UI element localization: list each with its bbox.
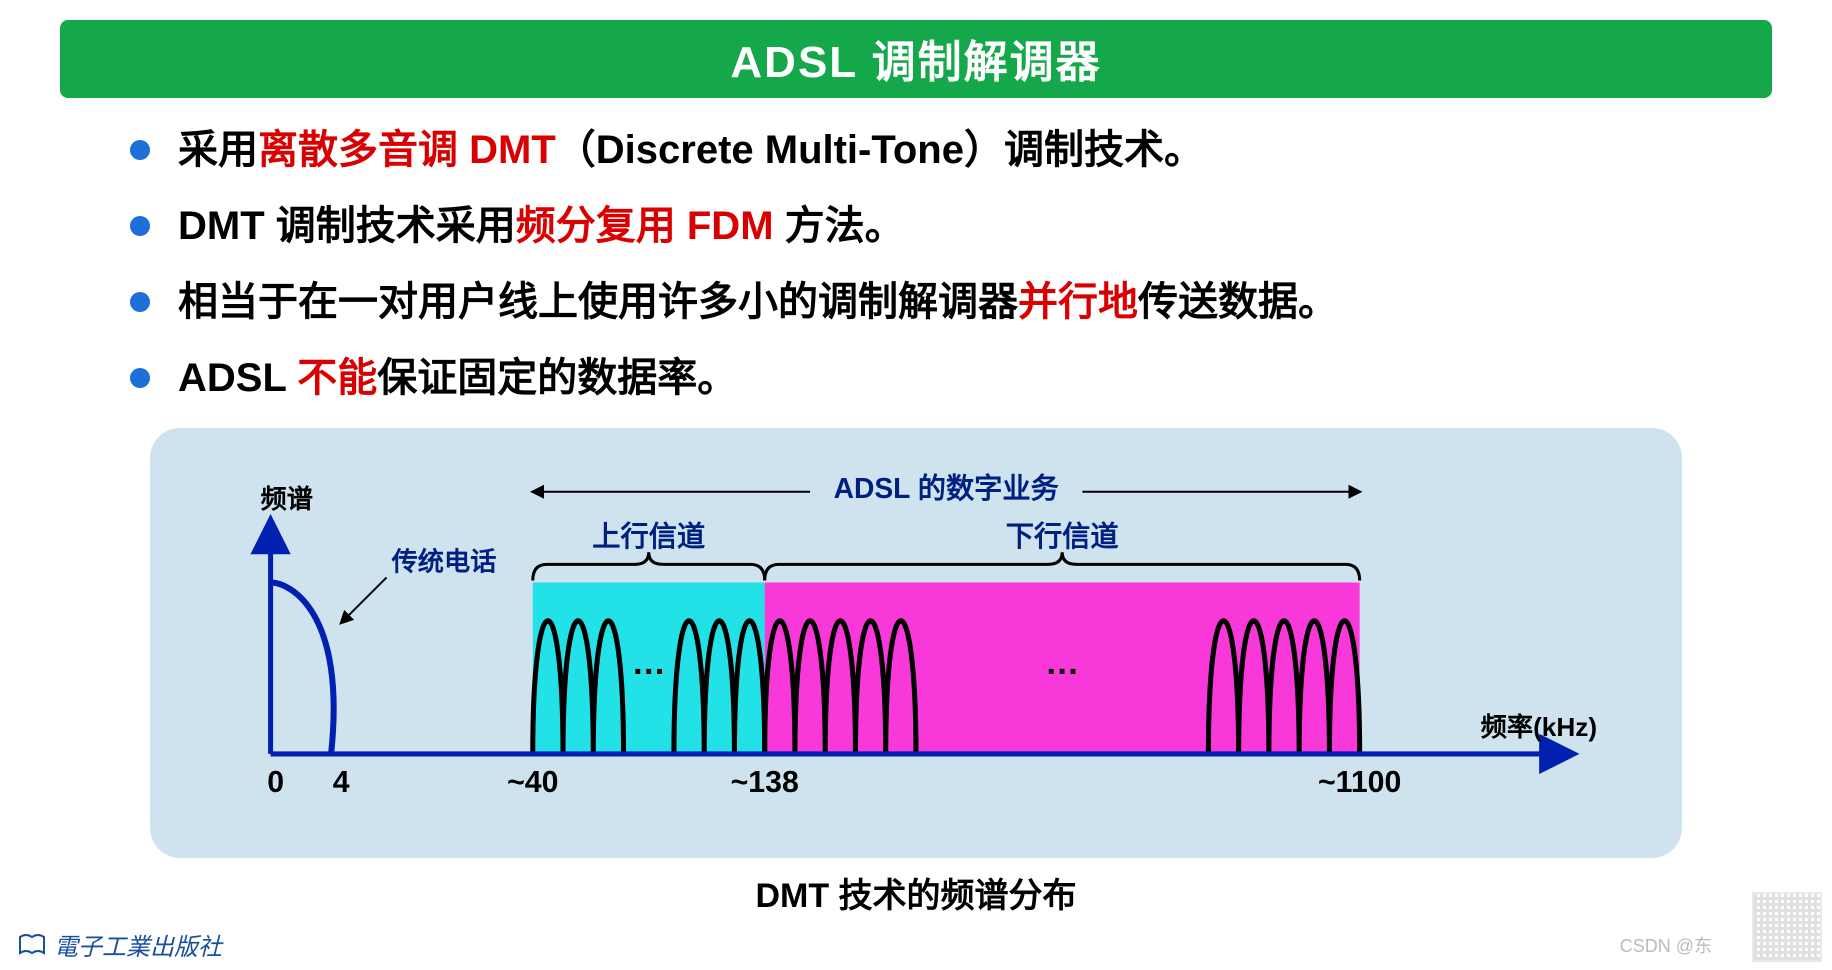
plain-text: 采用 [178,128,258,172]
bullet-list: 采用离散多音调 DMT（Discrete Multi-Tone）调制技术。 DMT… [130,118,1732,410]
bullet-text: DMT 调制技术采用频分复用 FDM 方法。 [178,194,1732,258]
watermark-text: CSDN @东 [1620,932,1712,958]
plain-text: 传送数据。 [1138,280,1338,324]
bullet-dot-icon [130,216,150,236]
downstream-brace [765,552,1360,580]
bullet-dot-icon [130,292,150,312]
plain-text: 方法。 [785,204,905,248]
tick-40: ~40 [507,766,558,799]
diagram-caption: DMT 技术的频谱分布 [0,868,1832,917]
highlight-text: 离散多音调 DMT [258,128,556,172]
upstream-ellipsis: … [632,644,666,682]
phone-label: 传统电话 [391,546,497,576]
tick-1100: ~1100 [1318,766,1401,799]
upstream-brace [533,552,765,580]
bullet-dot-icon [130,140,150,160]
x-axis-label: 频率(kHz) [1481,712,1597,742]
highlight-text: 不能 [297,356,377,400]
upstream-label: 上行信道 [592,520,705,552]
adsl-span-label: ADSL 的数字业务 [834,472,1060,504]
book-icon [18,933,46,957]
tick-138: ~138 [731,766,799,799]
spectrum-svg: … … 传统电话 频谱频率(kHz) 0 4 ~40 ~138 ~1100 ADSL 的数字业务上… [200,448,1642,838]
tick-4: 4 [333,766,350,799]
phone-curve [271,582,334,753]
bullet-item: 相当于在一对用户线上使用许多小的调制解调器并行地传送数据。 [130,270,1732,334]
plain-text: （Discrete Multi-Tone）调制技术。 [556,128,1204,172]
plain-text: 保证固定的数据率。 [377,356,737,400]
title-bar: ADSL 调制解调器 [60,20,1772,98]
publisher-text: 電子工業出版社 [54,927,222,962]
plain-text: DMT 调制技术采用 [178,204,516,248]
downstream-label: 下行信道 [1006,520,1119,552]
downstream-ellipsis: … [1045,644,1079,682]
spectrum-diagram: … … 传统电话 频谱频率(kHz) 0 4 ~40 ~138 ~1100 ADSL 的数字业务上… [150,428,1682,858]
bullet-text: ADSL 不能保证固定的数据率。 [178,346,1732,410]
plain-text: 相当于在一对用户线上使用许多小的调制解调器 [178,280,1018,324]
bullet-text: 采用离散多音调 DMT（Discrete Multi-Tone）调制技术。 [178,118,1732,182]
plain-text: ADSL [178,356,297,400]
bullet-text: 相当于在一对用户线上使用许多小的调制解调器并行地传送数据。 [178,270,1732,334]
tick-0: 0 [267,766,284,799]
qr-code-icon [1752,892,1822,962]
publisher-mark: 電子工業出版社 [18,927,222,962]
y-axis-label: 频谱 [261,484,313,514]
bullet-item: 采用离散多音调 DMT（Discrete Multi-Tone）调制技术。 [130,118,1732,182]
highlight-text: 并行地 [1018,280,1138,324]
bullet-item: DMT 调制技术采用频分复用 FDM 方法。 [130,194,1732,258]
bullet-item: ADSL 不能保证固定的数据率。 [130,346,1732,410]
highlight-text: 频分复用 FDM [516,204,785,248]
bullet-dot-icon [130,368,150,388]
title-text: ADSL 调制解调器 [730,38,1101,87]
phone-arrow [341,577,386,622]
